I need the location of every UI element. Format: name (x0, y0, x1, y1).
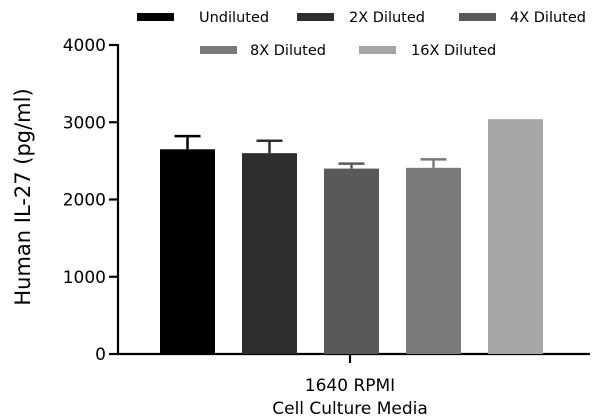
y-tick-label: 0 (95, 345, 106, 365)
y-tick-label: 4000 (63, 36, 106, 56)
x-axis-label-line-2: Cell Culture Media (272, 399, 428, 419)
y-axis-title: Human IL-27 (pg/ml) (11, 88, 35, 305)
legend-label: 4X Diluted (510, 10, 586, 26)
legend-swatch (200, 46, 237, 54)
legend-label: 16X Diluted (411, 43, 496, 59)
legend-swatch (137, 13, 174, 21)
legend-swatch (459, 13, 496, 21)
legend-label: 2X Diluted (349, 10, 425, 26)
legend-swatch (359, 46, 396, 54)
bar-undiluted (160, 149, 215, 354)
y-axis: 0 1000 2000 3000 4000 (63, 36, 120, 365)
bar-16x-diluted (488, 119, 543, 354)
x-axis (117, 352, 590, 363)
legend: Undiluted 2X Diluted 4X Diluted 8X Diluted 1… (137, 10, 586, 59)
bar-2x-diluted (242, 153, 297, 354)
legend-swatch (297, 13, 334, 21)
legend-label: 8X Diluted (250, 43, 326, 59)
legend-label: Undiluted (199, 10, 269, 26)
y-tick-label: 2000 (63, 191, 106, 211)
bars (160, 119, 543, 354)
bar-4x-diluted (324, 168, 379, 354)
y-tick-label: 1000 (63, 268, 106, 288)
bar-8x-diluted (406, 167, 461, 354)
y-tick-label: 3000 (63, 113, 106, 133)
x-axis-label-line-1: 1640 RPMI (305, 376, 395, 396)
